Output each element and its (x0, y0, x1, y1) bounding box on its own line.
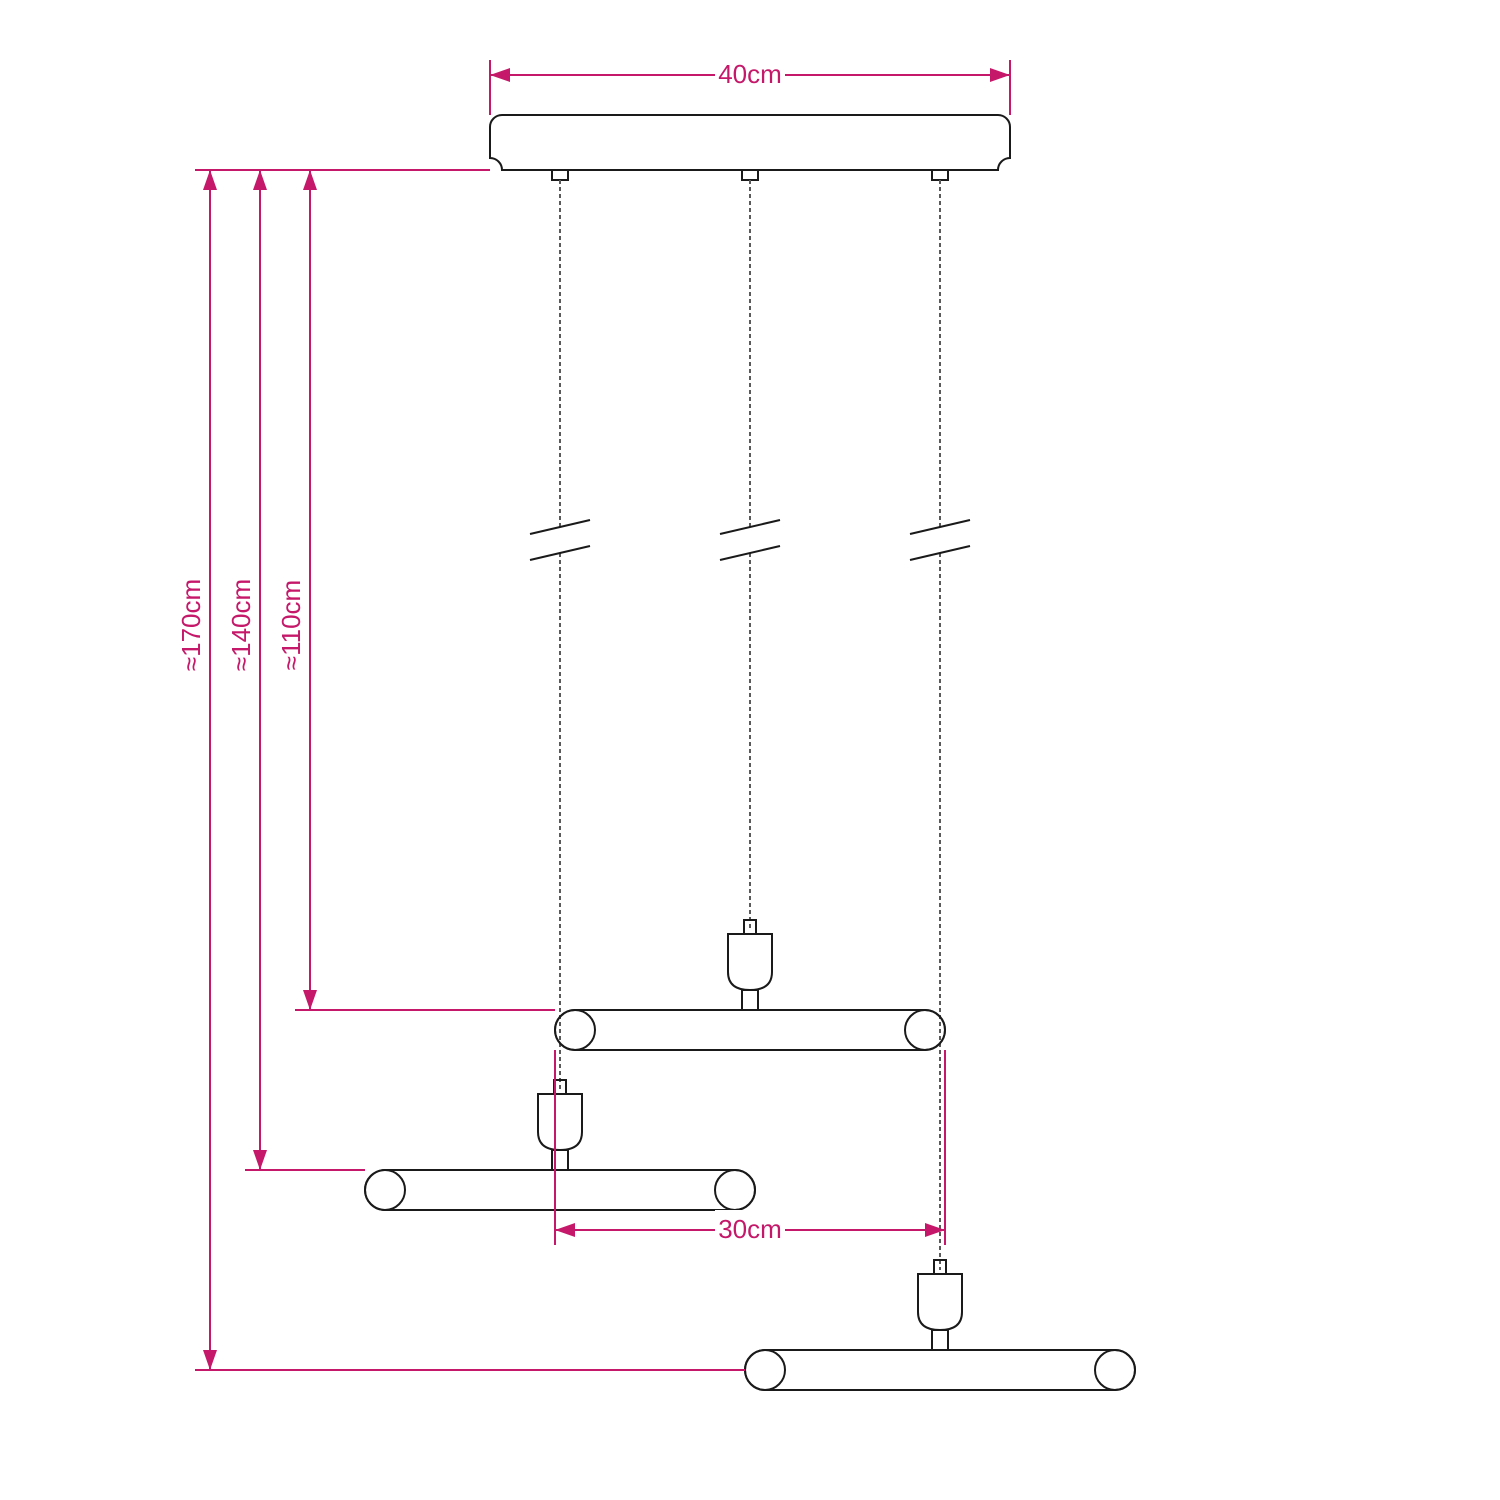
ceiling-canopy (490, 115, 1010, 180)
drop-110-label: ≈110cm (276, 580, 306, 670)
dimension-tube-width: 30cm (555, 1050, 945, 1245)
dimension-drop-110: ≈110cm (276, 170, 555, 1010)
cables (530, 180, 970, 1270)
dimension-drop-170: ≈170cm (176, 170, 745, 1370)
drop-140-label: ≈140cm (226, 579, 256, 671)
tube-width-label: 30cm (718, 1214, 782, 1244)
drop-170-label: ≈170cm (176, 579, 206, 671)
pendant-right (745, 1260, 1135, 1390)
canopy-width-label: 40cm (718, 59, 782, 89)
dimension-canopy-width: 40cm (490, 55, 1010, 115)
pendant-left (365, 1080, 755, 1210)
pendant-center (555, 920, 945, 1050)
technical-drawing: 40cm (0, 0, 1500, 1500)
